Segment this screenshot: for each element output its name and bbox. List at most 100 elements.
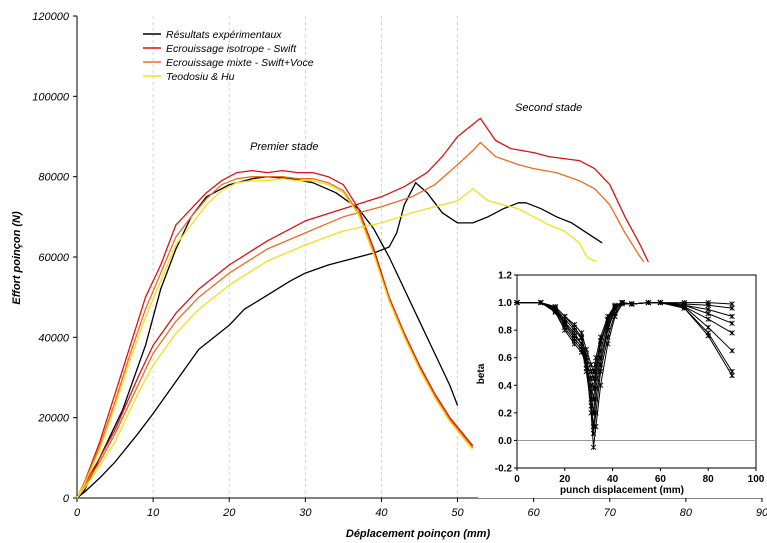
main-gridlines <box>152 16 458 498</box>
inset-marker <box>705 302 711 309</box>
inset-y-tick-label: 1.2 <box>498 271 512 282</box>
inset-marker <box>729 330 735 336</box>
series-line-5 <box>76 176 474 499</box>
inset-y-tick-label: 0.8 <box>498 326 512 337</box>
inset-marker <box>514 299 520 306</box>
inset-x-tick-label: 40 <box>607 474 619 485</box>
x-tick-label: 70 <box>604 507 617 519</box>
series-line-6 <box>76 188 603 499</box>
x-tick-label: 40 <box>375 507 388 519</box>
inset-y-axis-label: beta <box>476 363 487 384</box>
annotation-premier-stade: Premier stade <box>250 141 318 153</box>
inset-marker <box>705 324 711 331</box>
series-line-2 <box>76 117 656 499</box>
y-tick-label: 20000 <box>37 413 69 425</box>
inset-x-tick-label: 20 <box>559 474 571 485</box>
x-tick-label: 90 <box>756 507 767 519</box>
inset-series <box>514 299 735 451</box>
series-line-3 <box>76 169 474 499</box>
inset-x-tick-labels: 0 20 40 60 80 100 <box>514 474 765 485</box>
legend-entry: Ecrouissage isotrope - Swift <box>166 43 297 55</box>
x-tick-label: 20 <box>222 507 236 519</box>
y-tick-label: 0 <box>63 493 70 505</box>
inset-chart: -0.2 0.0 0.2 0.4 0.6 0.8 1.0 1.2 0 20 40 60 80 100 p… <box>476 262 767 498</box>
inset-marker <box>657 299 664 306</box>
legend: Résultats expérimentaux Ecrouissage isotr… <box>143 29 314 83</box>
legend-entry: Ecrouissage mixte - Swift+Voce <box>166 57 314 69</box>
inset-marker <box>729 301 735 307</box>
inset-marker <box>729 348 735 354</box>
inset-marker <box>705 306 711 313</box>
inset-marker <box>562 313 568 320</box>
annotation-second-stade: Second stade <box>515 102 582 114</box>
y-tick-label: 60000 <box>38 252 69 264</box>
main-y-tick-labels: 0 20000 40000 60000 80000 100000 120000 <box>32 11 70 505</box>
inset-y-tick-label: -0.2 <box>495 464 513 475</box>
inset-marker <box>590 444 597 451</box>
x-tick-label: 10 <box>147 507 160 519</box>
inset-y-tick-labels: -0.2 0.0 0.2 0.4 0.6 0.8 1.0 1.2 <box>495 271 513 475</box>
y-tick-label: 100000 <box>32 91 70 103</box>
inset-marker <box>588 410 594 416</box>
inset-marker <box>593 423 599 430</box>
y-tick-label: 40000 <box>38 332 69 344</box>
x-tick-label: 30 <box>299 507 312 519</box>
inset-x-tick-label: 80 <box>703 474 715 485</box>
inset-marker <box>593 354 599 361</box>
x-tick-label: 60 <box>528 507 541 519</box>
inset-marker <box>612 302 618 309</box>
inset-marker <box>571 332 578 339</box>
inset-marker <box>562 327 568 333</box>
y-tick-label: 80000 <box>38 172 69 184</box>
inset-marker <box>578 330 585 336</box>
inset-marker <box>705 332 711 339</box>
legend-entry: Teodosiu & Hu <box>166 71 235 83</box>
legend-entry: Résultats expérimentaux <box>166 29 282 41</box>
main-series <box>76 117 672 499</box>
inset-marker <box>729 305 735 311</box>
inset-marker <box>629 301 635 307</box>
series-line-7 <box>76 178 474 499</box>
inset-marker <box>571 327 578 333</box>
inset-x-tick-label: 60 <box>655 474 667 485</box>
inset-y-tick-label: 1.0 <box>498 298 512 309</box>
x-tick-label: 50 <box>451 507 464 519</box>
inset-marker <box>729 372 735 379</box>
series-line-4 <box>76 141 672 499</box>
x-tick-label: 80 <box>680 507 693 519</box>
y-tick-label: 120000 <box>32 11 70 23</box>
inset-x-axis-label: punch displacement (mm) <box>560 485 684 496</box>
inset-marker <box>705 316 711 322</box>
inset-frame <box>516 274 757 469</box>
inset-marker <box>590 396 597 402</box>
inset-marker <box>729 320 735 326</box>
inset-marker <box>729 313 735 320</box>
inset-marker <box>590 375 597 382</box>
inset-marker <box>681 305 688 311</box>
inset-axes <box>514 274 757 471</box>
inset-marker <box>571 321 578 328</box>
inset-marker <box>588 361 594 368</box>
inset-marker <box>552 303 558 310</box>
inset-y-tick-label: 0.2 <box>498 408 512 419</box>
inset-x-tick-label: 100 <box>748 474 765 485</box>
inset-marker <box>571 341 578 347</box>
inset-background <box>478 262 767 498</box>
inset-marker <box>590 368 597 375</box>
inset-x-tick-label: 0 <box>514 474 520 485</box>
inset-marker <box>590 423 597 430</box>
inset-marker <box>705 310 711 317</box>
inset-marker <box>583 346 590 353</box>
inset-marker <box>605 313 611 320</box>
inset-marker <box>645 299 652 306</box>
main-x-tick-labels: 0 10 20 30 40 50 60 70 80 90 <box>74 507 767 519</box>
inset-marker <box>619 299 625 306</box>
series-line-0 <box>76 182 603 499</box>
main-y-axis-label: Effort poinçon (N) <box>11 211 23 305</box>
inset-y-tick-label: 0.6 <box>498 353 512 364</box>
inset-y-tick-label: 0.4 <box>498 381 512 392</box>
x-tick-label: 0 <box>74 507 81 519</box>
inset-marker <box>538 299 544 306</box>
main-x-axis-label: Déplacement poinçon (mm) <box>346 528 491 540</box>
